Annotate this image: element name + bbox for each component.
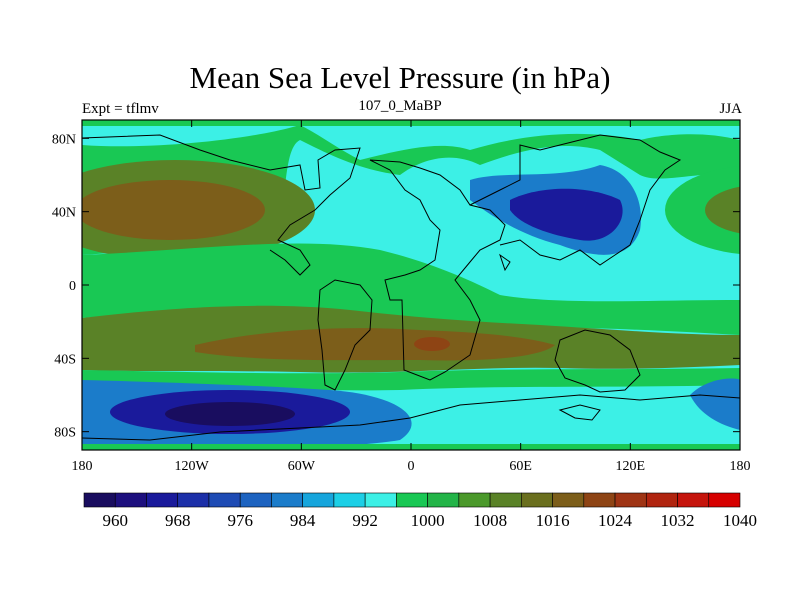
continent-outlines — [82, 134, 740, 441]
asian-low-dark — [510, 188, 623, 241]
colorbar-swatch — [177, 492, 210, 508]
lon-tick-label: 120W — [175, 459, 210, 474]
lon-tick-label: 0 — [408, 459, 415, 474]
lon-tick-label: 120E — [616, 459, 646, 474]
colorbar: 960 968 976 984 992 1000 1008 1016 1024 1032 1040 — [83, 492, 757, 530]
pressure-contours — [82, 120, 740, 450]
colorbar-label: 1016 — [536, 511, 570, 530]
colorbar-swatch — [677, 492, 710, 508]
colorbar-swatch — [83, 492, 116, 508]
latitude-axis: 80N 40N 0 40S 80S — [52, 132, 740, 441]
antarctica-outline — [82, 394, 740, 441]
colorbar-swatch — [114, 492, 147, 508]
asia-outline — [469, 134, 682, 266]
colorbar-label: 968 — [165, 511, 191, 530]
lat-tick-label: 40S — [54, 352, 76, 367]
colorbar-label: 1032 — [661, 511, 695, 530]
colorbar-swatch — [302, 492, 335, 508]
lon-tick-label: 60W — [288, 459, 316, 474]
lat-tick-label: 80S — [54, 426, 76, 441]
lat-tick-label: 80N — [52, 132, 76, 147]
south-green-band — [82, 368, 740, 391]
season-label: JJA — [719, 101, 742, 117]
colorbar-label: 976 — [227, 511, 253, 530]
experiment-label: Expt = tflmv — [82, 101, 159, 117]
colorbar-label: 960 — [102, 511, 128, 530]
east-edge-green — [665, 166, 740, 254]
colorbar-label: 984 — [290, 511, 316, 530]
colorbar-swatch — [708, 492, 741, 508]
colorbar-swatch — [208, 492, 241, 508]
south-africa-rust — [414, 337, 450, 351]
colorbar-swatch — [364, 492, 397, 508]
chart-title: Mean Sea Level Pressure (in hPa) — [189, 60, 611, 95]
colorbar-swatch — [239, 492, 272, 508]
lon-tick-label: 60E — [509, 459, 532, 474]
colorbar-swatch — [271, 492, 303, 508]
colorbar-swatch — [146, 492, 179, 508]
longitude-axis: 180 120W 60W 0 60E 120E 180 — [72, 120, 751, 474]
colorbar-swatch — [396, 492, 428, 508]
colorbar-swatch — [583, 492, 616, 508]
north-america-outline — [82, 134, 361, 276]
colorbar-label: 1040 — [723, 511, 757, 530]
lat-tick-label: 40N — [52, 206, 76, 221]
colorbar-swatch — [614, 492, 647, 508]
colorbar-swatch — [489, 492, 522, 508]
lon-tick-label: 180 — [72, 459, 93, 474]
colorbar-label: 992 — [352, 511, 378, 530]
south-low-navy — [165, 402, 295, 426]
colorbar-label: 1000 — [411, 511, 445, 530]
east-edge-olive — [705, 186, 740, 234]
colorbar-swatch — [333, 492, 366, 508]
colorbar-label: 1024 — [598, 511, 633, 530]
lon-tick-label: 180 — [730, 459, 751, 474]
colorbar-swatch — [552, 492, 585, 508]
east-south-low — [690, 378, 740, 430]
islands-outline — [499, 253, 601, 421]
pacific-high-brown — [82, 180, 265, 240]
europe-africa-outline — [369, 159, 506, 381]
south-america-outline — [317, 279, 373, 391]
colorbar-label: 1008 — [473, 511, 507, 530]
south-brown-belt — [195, 328, 555, 361]
colorbar-swatch — [458, 492, 491, 508]
colorbar-swatch — [645, 492, 678, 508]
north-cyan-tongue — [82, 120, 740, 160]
australia-outline — [554, 329, 641, 393]
lat-tick-label: 0 — [69, 279, 76, 294]
time-label: 107_0_MaBP — [358, 98, 442, 114]
colorbar-swatch — [521, 492, 553, 508]
colorbar-swatch — [427, 492, 460, 508]
